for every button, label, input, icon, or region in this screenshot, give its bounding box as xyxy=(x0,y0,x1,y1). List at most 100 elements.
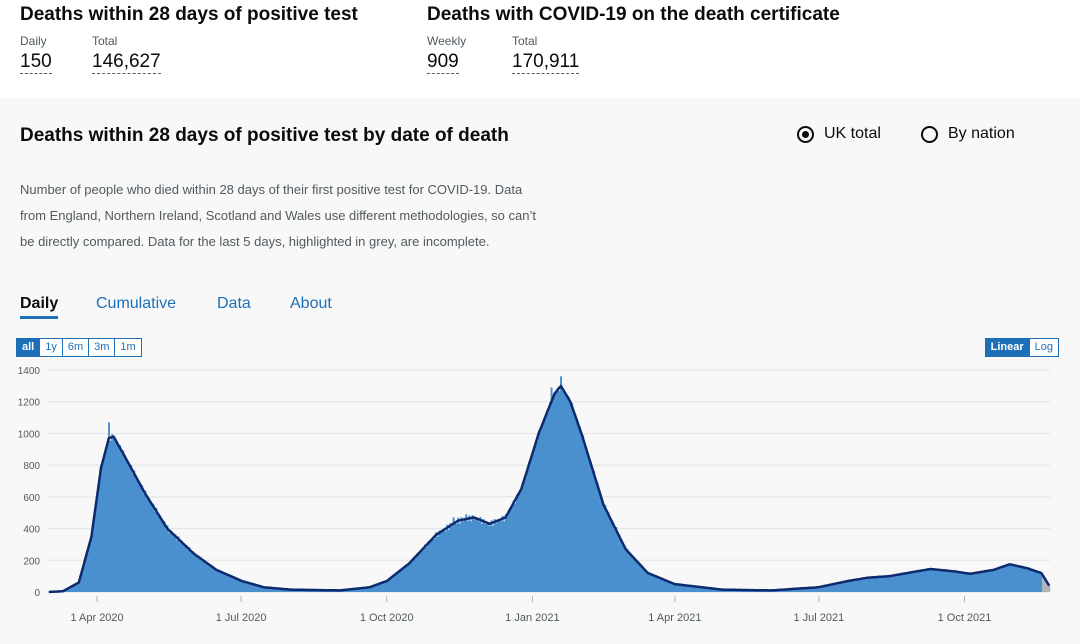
daily-bar xyxy=(885,577,888,592)
daily-bar xyxy=(73,585,76,592)
tab-data[interactable]: Data xyxy=(217,295,251,312)
daily-bar xyxy=(1029,570,1032,592)
daily-bar xyxy=(707,587,709,592)
daily-bar xyxy=(871,577,874,592)
daily-bar xyxy=(193,554,196,592)
range-all-button[interactable]: all xyxy=(16,338,41,357)
daily-bar xyxy=(416,553,419,592)
daily-bar xyxy=(485,521,488,592)
daily-bar xyxy=(607,512,610,592)
daily-bar xyxy=(275,588,278,592)
daily-bar xyxy=(574,413,577,592)
daily-bar xyxy=(958,572,961,592)
daily-bar xyxy=(169,529,172,592)
daily-value[interactable]: 150 xyxy=(20,51,52,74)
daily-bar xyxy=(874,577,877,592)
range-6m-button[interactable]: 6m xyxy=(61,338,90,357)
daily-bar xyxy=(81,570,84,592)
daily-bar xyxy=(514,503,517,592)
daily-bar xyxy=(795,588,798,592)
daily-bar xyxy=(950,570,953,592)
daily-bar xyxy=(490,520,493,592)
weekly-value[interactable]: 909 xyxy=(427,51,459,74)
daily-bar xyxy=(526,465,529,592)
scale-linear-button[interactable]: Linear xyxy=(984,338,1030,357)
daily-bar xyxy=(903,573,905,592)
daily-bar xyxy=(653,575,656,592)
certificate-total-label: Total xyxy=(512,34,538,48)
range-3m-button[interactable]: 3m xyxy=(88,338,116,357)
daily-bar xyxy=(925,569,928,592)
daily-bar xyxy=(803,588,806,592)
daily-bar xyxy=(801,588,804,592)
daily-bar xyxy=(191,551,194,592)
daily-bar xyxy=(672,583,675,592)
daily-bar xyxy=(353,588,355,592)
tab-about[interactable]: About xyxy=(290,295,332,312)
daily-bar xyxy=(98,482,101,592)
daily-bar xyxy=(420,548,423,592)
daily-bar xyxy=(896,575,899,592)
daily-bar xyxy=(100,465,103,592)
daily-bar xyxy=(481,523,483,592)
daily-bar xyxy=(93,513,96,592)
daily-bar xyxy=(444,531,447,592)
daily-bar xyxy=(460,517,463,592)
daily-bar xyxy=(253,584,256,592)
daily-bar xyxy=(171,533,174,592)
daily-bar xyxy=(618,534,621,592)
daily-bar xyxy=(133,470,136,592)
daily-bar xyxy=(438,530,441,592)
tab-daily[interactable]: Daily xyxy=(20,295,59,319)
daily-bar xyxy=(411,561,414,592)
daily-bar xyxy=(269,587,272,592)
total-value[interactable]: 146,627 xyxy=(92,51,161,74)
y-tick-label: 400 xyxy=(23,525,40,536)
daily-bar xyxy=(465,514,468,592)
daily-bar xyxy=(68,587,71,592)
daily-bar xyxy=(182,543,185,592)
daily-bar xyxy=(569,404,572,592)
x-tick-label: 1 Jul 2021 xyxy=(794,612,845,624)
daily-bar xyxy=(509,508,512,592)
daily-bar xyxy=(695,586,698,592)
radio-by-nation[interactable]: By nation xyxy=(921,125,1015,143)
certificate-total-value[interactable]: 170,911 xyxy=(512,51,580,74)
daily-bar xyxy=(923,569,926,592)
daily-bar xyxy=(991,570,994,592)
daily-bar xyxy=(397,572,400,592)
range-1m-button[interactable]: 1m xyxy=(114,338,142,357)
y-tick-label: 200 xyxy=(23,556,40,567)
daily-bar xyxy=(719,589,722,592)
scale-log-button[interactable]: Log xyxy=(1028,338,1059,357)
daily-bar xyxy=(367,587,370,592)
daily-bar xyxy=(613,529,616,592)
daily-bar xyxy=(482,519,485,592)
daily-bar xyxy=(1010,565,1013,592)
daily-bar xyxy=(986,569,989,592)
daily-bar xyxy=(518,490,521,592)
daily-bar xyxy=(1016,565,1019,592)
daily-bar xyxy=(123,458,126,592)
daily-bar xyxy=(1008,563,1011,592)
daily-bar xyxy=(604,504,607,592)
daily-bar xyxy=(76,583,79,592)
daily-bar xyxy=(537,430,540,592)
range-1y-button[interactable]: 1y xyxy=(39,338,63,357)
daily-bar xyxy=(645,570,648,592)
tab-cumulative[interactable]: Cumulative xyxy=(96,295,177,312)
daily-bar xyxy=(798,588,801,592)
daily-bar xyxy=(477,521,480,592)
daily-bar xyxy=(408,563,411,592)
daily-bar xyxy=(1032,571,1035,592)
daily-bar xyxy=(623,544,626,592)
daily-bar xyxy=(89,540,92,592)
daily-bar xyxy=(970,573,973,592)
daily-bar xyxy=(591,471,594,592)
daily-bar xyxy=(940,571,943,592)
daily-bar xyxy=(692,586,695,592)
daily-bar xyxy=(659,577,662,592)
daily-bar xyxy=(1035,571,1038,592)
daily-bar xyxy=(852,580,855,592)
radio-uk-total[interactable]: UK total xyxy=(797,125,881,143)
